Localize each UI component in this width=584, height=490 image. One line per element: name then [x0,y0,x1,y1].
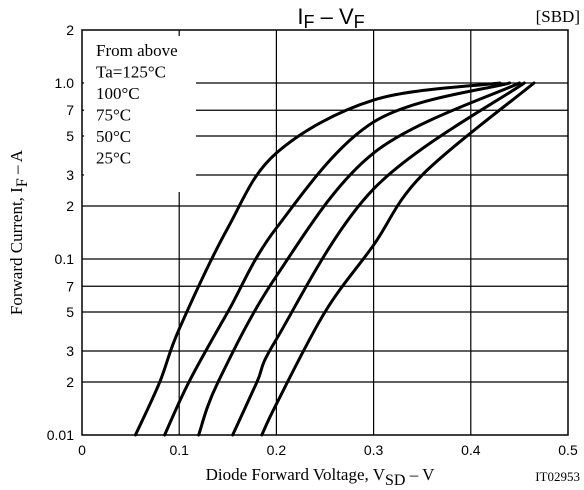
x-tick-label: 0.5 [558,442,578,458]
chart-title: IF – VF [297,4,364,32]
legend-entry: From above [96,41,178,60]
y-tick-label: 7 [66,102,74,118]
legend-entry: 50°C [96,127,131,146]
series-line-3 [197,81,521,437]
plot-frame [81,29,569,436]
y-axis-label-suffix: – A [7,149,26,178]
title-main: I [297,4,303,29]
y-tick-label: 0.01 [47,427,74,443]
y-tick-label: 2 [66,198,74,214]
y-tick-label: 2 [66,22,74,38]
legend-background [84,36,196,192]
title-main-sub: F [303,12,314,32]
y-tick-label: 3 [66,167,74,183]
device-tag: [SBD] [536,7,580,26]
legend-entry: Ta=125°C [96,63,166,82]
y-tick-label: 2 [66,374,74,390]
y-tick-label: 5 [66,304,74,320]
x-axis-label-suffix: – V [405,465,435,484]
series-line-2 [163,81,512,437]
x-tick-label: 0.4 [461,442,481,458]
x-tick-label: 0.2 [267,442,287,458]
y-tick-label: 0.1 [55,251,75,267]
x-tick-label: 0.1 [169,442,189,458]
title-sep: – [314,4,338,29]
y-tick-label: 1.0 [55,75,75,91]
x-tick-label: 0.3 [364,442,384,458]
legend: From above Ta=125°C 100°C 75°C 50°C 25°C [96,41,178,168]
y-tick-label: 3 [66,343,74,359]
y-tick-label: 7 [66,278,74,294]
series-line-1 [133,81,502,437]
title-main2: V [339,4,354,29]
y-tick-label: 5 [66,128,74,144]
x-axis-label-text: Diode Forward Voltage, V [206,465,386,484]
x-axis-label: Diode Forward Voltage, VSD – V [206,465,436,489]
figure-code: IT02953 [535,469,580,484]
x-tick-label: 0 [78,442,86,458]
y-tick-labels: 0.01 2 3 5 7 0.1 2 3 5 7 1.0 2 [47,22,74,443]
legend-entry: 100°C [96,84,140,103]
y-axis-label: Forward Current, IF – A [7,149,31,315]
legend-entry: 75°C [96,106,131,125]
series-line-4 [231,81,526,437]
y-axis-label-text: Forward Current, I [7,187,26,315]
x-axis-label-sub: SD [385,472,405,489]
legend-entry: 25°C [96,149,131,168]
curves [133,81,536,437]
title-main2-sub: F [354,12,365,32]
series-line-5 [260,81,536,437]
x-tick-labels: 0 0.1 0.2 0.3 0.4 0.5 [78,442,578,458]
y-axis-label-sub: F [14,178,31,187]
